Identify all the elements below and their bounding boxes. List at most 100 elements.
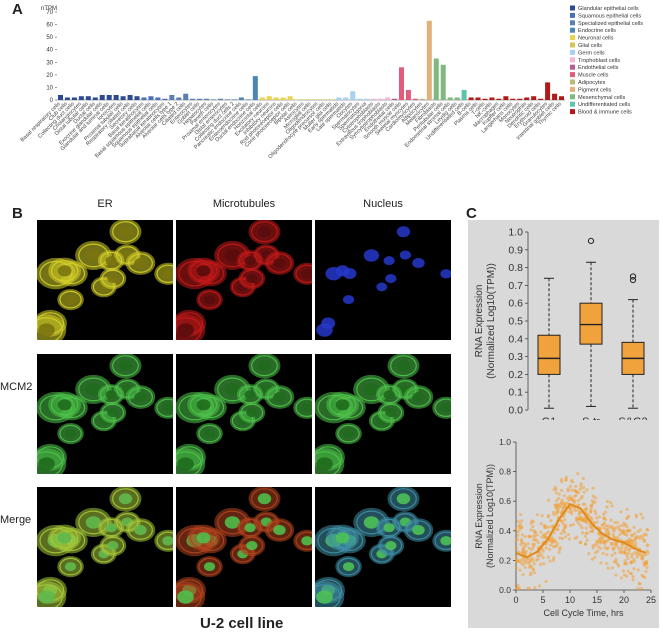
scatter-point [618, 550, 622, 554]
x-axis-label: Cell Cycle Time, hrs [543, 608, 624, 618]
column-header-er: ER [97, 198, 113, 210]
nucleus [385, 540, 397, 551]
bar [496, 98, 502, 100]
scatter-point [612, 529, 616, 533]
scatter-point [616, 546, 620, 550]
box [537, 334, 561, 375]
scatter-point [609, 500, 613, 505]
bar [454, 97, 460, 100]
scatter-point [575, 517, 579, 521]
micrograph-mcm2-er [37, 354, 173, 474]
legend-label: Specialized epithelial cells [578, 21, 643, 27]
cell-outline [128, 387, 153, 407]
scatter-point [633, 537, 637, 541]
scatter-point [598, 541, 603, 545]
scatter-point [567, 537, 571, 541]
panel-c-box-plot: 0.0 0.1 0.2 0.3 0.4 0.5 0.6 0.7 0.8 0.9 1.0 RNA Exp… [474, 227, 648, 421]
scatter-point [570, 512, 574, 516]
scatter-point [582, 519, 586, 523]
nucleus [316, 590, 333, 604]
nucleus [105, 256, 117, 266]
nucleus [85, 249, 102, 262]
nucleus [257, 493, 272, 505]
nucleus [107, 540, 119, 551]
scatter-point [624, 545, 629, 549]
cell-outline [37, 451, 63, 474]
cell-outline [156, 264, 173, 283]
micrograph-mcm2-nucleus [315, 354, 451, 474]
scatter-point [593, 551, 597, 555]
y-tick-label: 40 [46, 48, 53, 54]
scatter-point [583, 502, 587, 506]
nucleus [335, 265, 350, 277]
cell-outline [406, 387, 431, 407]
scatter-point [547, 498, 551, 502]
cell-outline [50, 394, 79, 416]
bar [559, 96, 565, 100]
scatter-point [620, 545, 624, 550]
bar [426, 20, 432, 100]
y-tick-label: 70 [46, 10, 53, 16]
nucleus [316, 323, 333, 337]
scatter-point [625, 525, 629, 529]
bar [524, 97, 530, 100]
scatter-point [605, 527, 609, 531]
scatter-point [593, 543, 597, 547]
scatter-point [559, 477, 564, 482]
scatter-point [568, 506, 572, 510]
scatter-point [593, 509, 597, 513]
box [579, 302, 603, 345]
scatter-point [610, 566, 615, 570]
scatter-point [624, 574, 629, 578]
scatter-point [593, 496, 598, 500]
scatter-point [584, 526, 588, 530]
nucleus [244, 256, 256, 266]
x-tick-label: 0 [513, 595, 518, 605]
scatter-point [557, 496, 561, 500]
scatter-point [539, 522, 543, 526]
scatter-point [591, 546, 595, 550]
bar [141, 97, 147, 100]
legend-label: Glial cells [578, 43, 602, 49]
x-tick-label: 15 [592, 595, 602, 605]
bar [57, 94, 63, 100]
cell-outline [198, 557, 221, 576]
scatter-point [560, 502, 564, 506]
scatter-point [554, 487, 558, 491]
bar [357, 98, 363, 100]
micrograph-image [176, 354, 312, 474]
cell-outline [156, 531, 173, 550]
cell-outline [267, 520, 292, 540]
scatter-point [579, 496, 583, 500]
scatter-point [594, 511, 598, 516]
nucleus [399, 250, 411, 260]
scatter-point [630, 554, 634, 559]
panel-c-letter: C [466, 205, 477, 222]
legend-label: Germ cells [578, 50, 605, 56]
bar [308, 99, 314, 100]
scatter-point [587, 552, 591, 556]
legend-label: Undifferentiated cells [578, 102, 630, 108]
bar [510, 98, 516, 100]
nucleus [162, 403, 173, 413]
nucleus [64, 295, 77, 305]
scatter-point [630, 552, 635, 556]
scatter-point [580, 515, 584, 519]
nucleus [396, 493, 411, 505]
scatter-point [612, 526, 616, 530]
column-header-nucleus: Nucleus [363, 198, 403, 210]
scatter-point [526, 586, 530, 591]
scatter-point [544, 546, 548, 550]
nucleus [38, 323, 55, 337]
y-tick-label: 0.6 [508, 298, 523, 310]
cell-outline [238, 518, 262, 537]
scatter-point [536, 557, 540, 561]
nucleus [383, 256, 395, 266]
scatter-point [643, 553, 648, 557]
scatter-point [603, 510, 607, 514]
y-tick-label: 0.2 [499, 555, 511, 565]
nucleus [177, 590, 194, 604]
scatter-point [646, 543, 650, 547]
scatter-point [583, 534, 587, 539]
y-tick-label: 1.0 [499, 437, 511, 447]
